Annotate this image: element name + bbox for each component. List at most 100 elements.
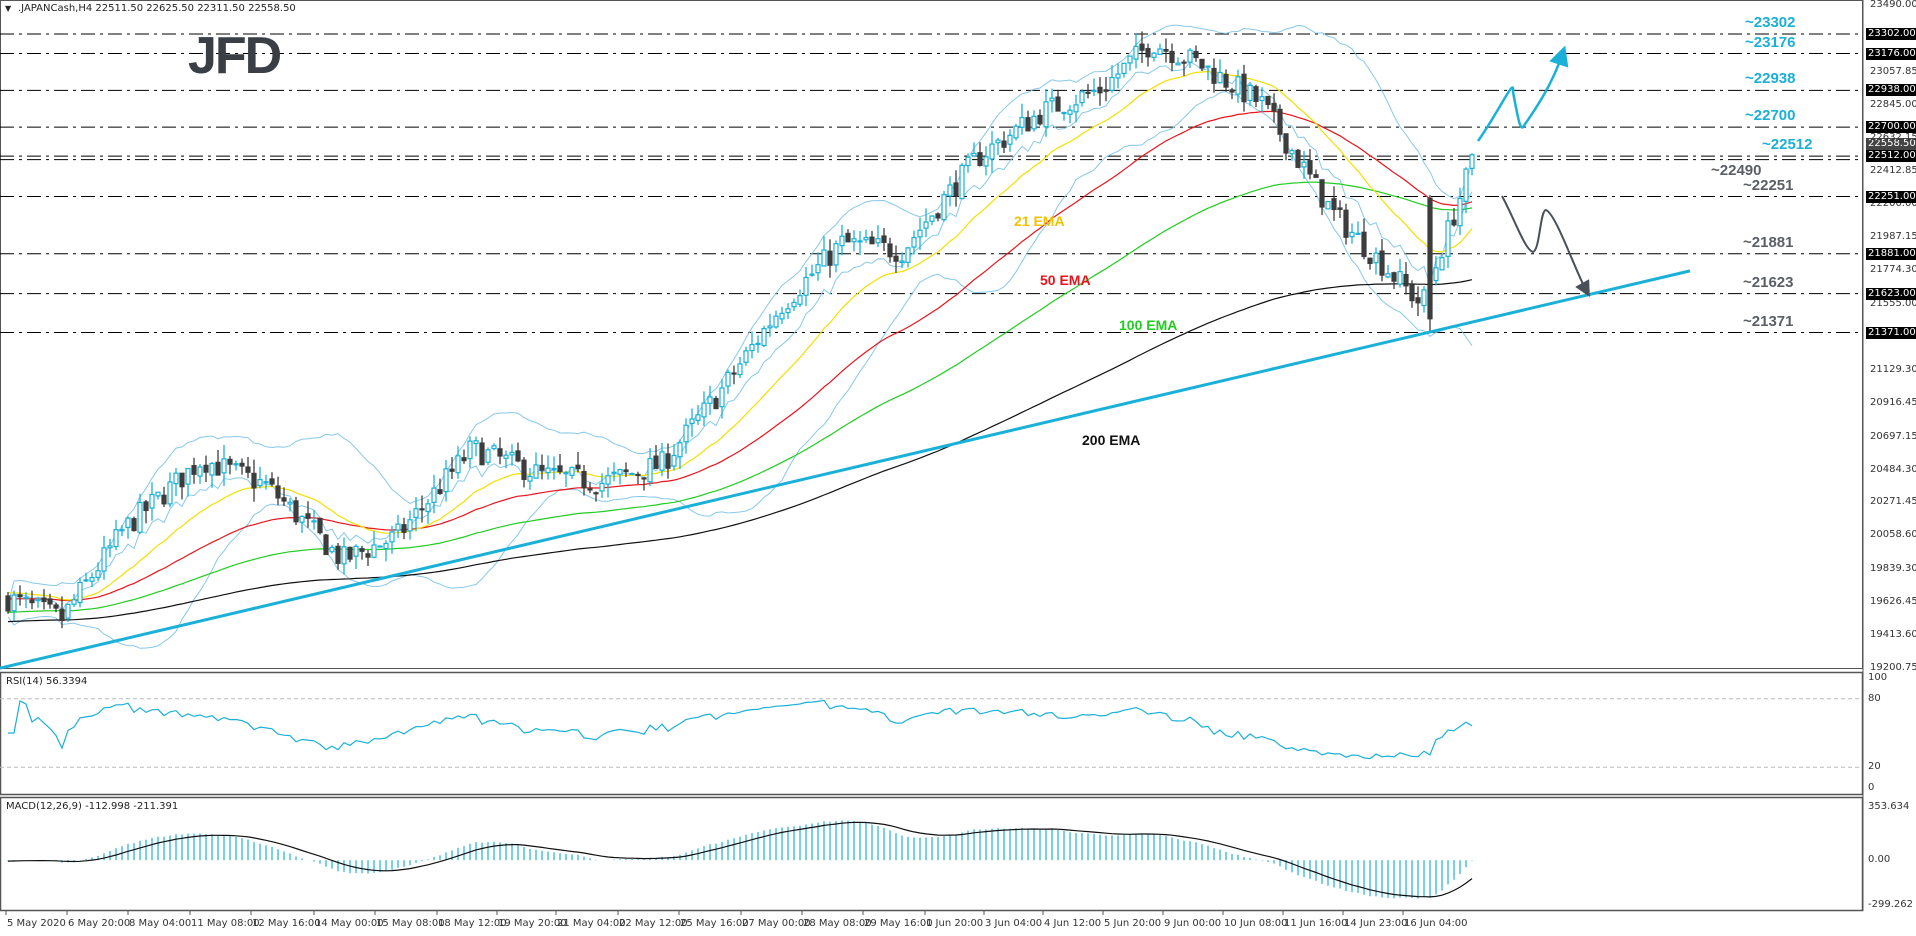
price-level-box: 22700.00 [1866,121,1916,134]
time-tick: 10 Jun 08:00 [1224,918,1288,929]
price-tick: 19839.30 [1870,563,1916,575]
time-tick: 16 Jun 04:00 [1404,918,1468,929]
ema-lines [7,70,1473,623]
level-label: ~23302 [1745,14,1796,32]
bollinger-middle [7,61,1473,611]
rsi-line [8,699,1473,760]
price-tick: 19626.45 [1870,596,1916,608]
time-tick: 4 Jun 12:00 [1044,918,1102,929]
time-tick: 5 May 2020 [7,918,66,929]
level-label: ~22512 [1762,136,1813,154]
bollinger-bands [7,24,1473,649]
rsi-pane-frame [0,671,1864,796]
time-tick: 27 May 00:00 [742,918,811,929]
time-tick: 14 May 00:00 [315,918,384,929]
time-tick: 11 Jun 16:00 [1284,918,1348,929]
macd-tick: -299.262 [1868,899,1913,910]
level-label: ~21623 [1743,273,1794,291]
jfd-logo: JFD [188,27,282,85]
price-level-box: 21881.00 [1866,247,1916,260]
price-level-box: 22938.00 [1866,84,1916,97]
rsi-tick: 80 [1868,692,1881,704]
price-tick: 20916.45 [1870,396,1916,408]
price-tick: 19200.75 [1870,662,1916,673]
ema-100-line [7,181,1473,613]
horizontal-levels [0,33,1862,334]
level-label: ~22700 [1745,107,1796,125]
price-tick: 21774.30 [1870,264,1916,276]
price-tick: 20058.60 [1870,529,1916,541]
time-tick: 21 May 04:00 [557,918,626,929]
time-tick: 8 May 04:00 [129,918,192,929]
price-tick: 23490.00 [1870,0,1916,10]
ema-50-line [7,110,1473,602]
ema-label: 100 EMA [1119,317,1178,333]
ema-label: 21 EMA [1014,213,1065,229]
axis-ticks [5,0,1864,915]
time-tick: 14 Jun 23:00 [1344,918,1408,929]
collapse-triangle-icon[interactable]: ▼ [5,4,12,13]
price-level-box: 21623.00 [1866,287,1916,300]
rsi-tick: 20 [1868,761,1881,773]
price-level-box: 23302.00 [1866,28,1916,41]
price-level-box: 22512.00 [1866,150,1916,163]
time-tick: 11 May 08:00 [191,918,260,929]
trendline[interactable] [0,269,1691,670]
price-tick: 22845.00 [1870,98,1916,110]
macd-tick: 353.634 [1868,801,1910,812]
price-tick: 20271.45 [1870,496,1916,508]
bullish-scenario-arrow [1476,45,1569,142]
time-tick: 22 May 12:00 [619,918,688,929]
time-tick: 9 Jun 00:00 [1164,918,1222,929]
time-tick: 18 May 12:00 [438,918,507,929]
macd-tick: 0.00 [1868,854,1891,866]
ema-label: 200 EMA [1082,432,1141,448]
price-level-box: 21371.00 [1866,326,1916,339]
candlesticks [5,31,1475,629]
rsi-tick: 0 [1868,782,1875,793]
level-label: ~22251 [1743,176,1794,194]
macd-caption: MACD(12,26,9) -112.998 -211.391 [6,801,179,812]
time-tick: 5 Jun 20:00 [1104,918,1162,929]
bollinger-lower [7,90,1473,649]
macd-signal-line [7,821,1473,898]
level-label: ~22490 [1711,161,1762,179]
level-label: ~22938 [1745,70,1796,88]
time-tick: 12 May 16:00 [252,918,321,929]
price-tick: 22200.00 [1870,198,1916,210]
price-tick: 21555.00 [1870,298,1916,310]
rsi-plot [0,698,1862,768]
time-tick: 25 May 16:00 [680,918,749,929]
bearish-scenario-arrow [1501,195,1590,298]
price-tick: 23057.85 [1870,65,1916,77]
macd-plot [7,820,1473,899]
price-tick: 22412.85 [1870,165,1916,177]
price-tick: 21129.30 [1870,363,1916,375]
time-tick: 28 May 08:00 [803,918,872,929]
current-price-box: 22558.50 [1866,137,1916,150]
price-level-box: 22251.00 [1866,190,1916,203]
time-tick: 29 May 16:00 [864,918,933,929]
rsi-caption: RSI(14) 56.3394 [6,676,88,687]
price-tick: 19413.60 [1870,629,1916,641]
price-tick: 20697.15 [1870,430,1916,442]
time-tick: 19 May 20:00 [498,918,567,929]
price-level-box: 23176.00 [1866,47,1916,60]
bollinger-upper [7,24,1473,605]
level-label: ~21881 [1743,233,1794,251]
ema-21-line [7,70,1473,601]
level-label: ~23176 [1745,33,1796,51]
price-tick: 21987.15 [1870,231,1916,243]
price-tick: 20484.30 [1870,463,1916,475]
symbol-caption: ▼ .JAPANCash,H4 22511.50 22625.50 22311.… [5,3,296,14]
time-tick: 3 Jun 04:00 [985,918,1043,929]
main-pane-frame [0,0,1863,669]
support-trendline[interactable] [0,269,1691,670]
time-tick: 6 May 20:00 [68,918,131,929]
scenario-arrows [1476,45,1590,298]
level-label: ~21371 [1743,312,1794,330]
ema-200-line [7,279,1473,623]
ema-label: 50 EMA [1040,272,1091,288]
time-tick: 15 May 08:00 [376,918,445,929]
